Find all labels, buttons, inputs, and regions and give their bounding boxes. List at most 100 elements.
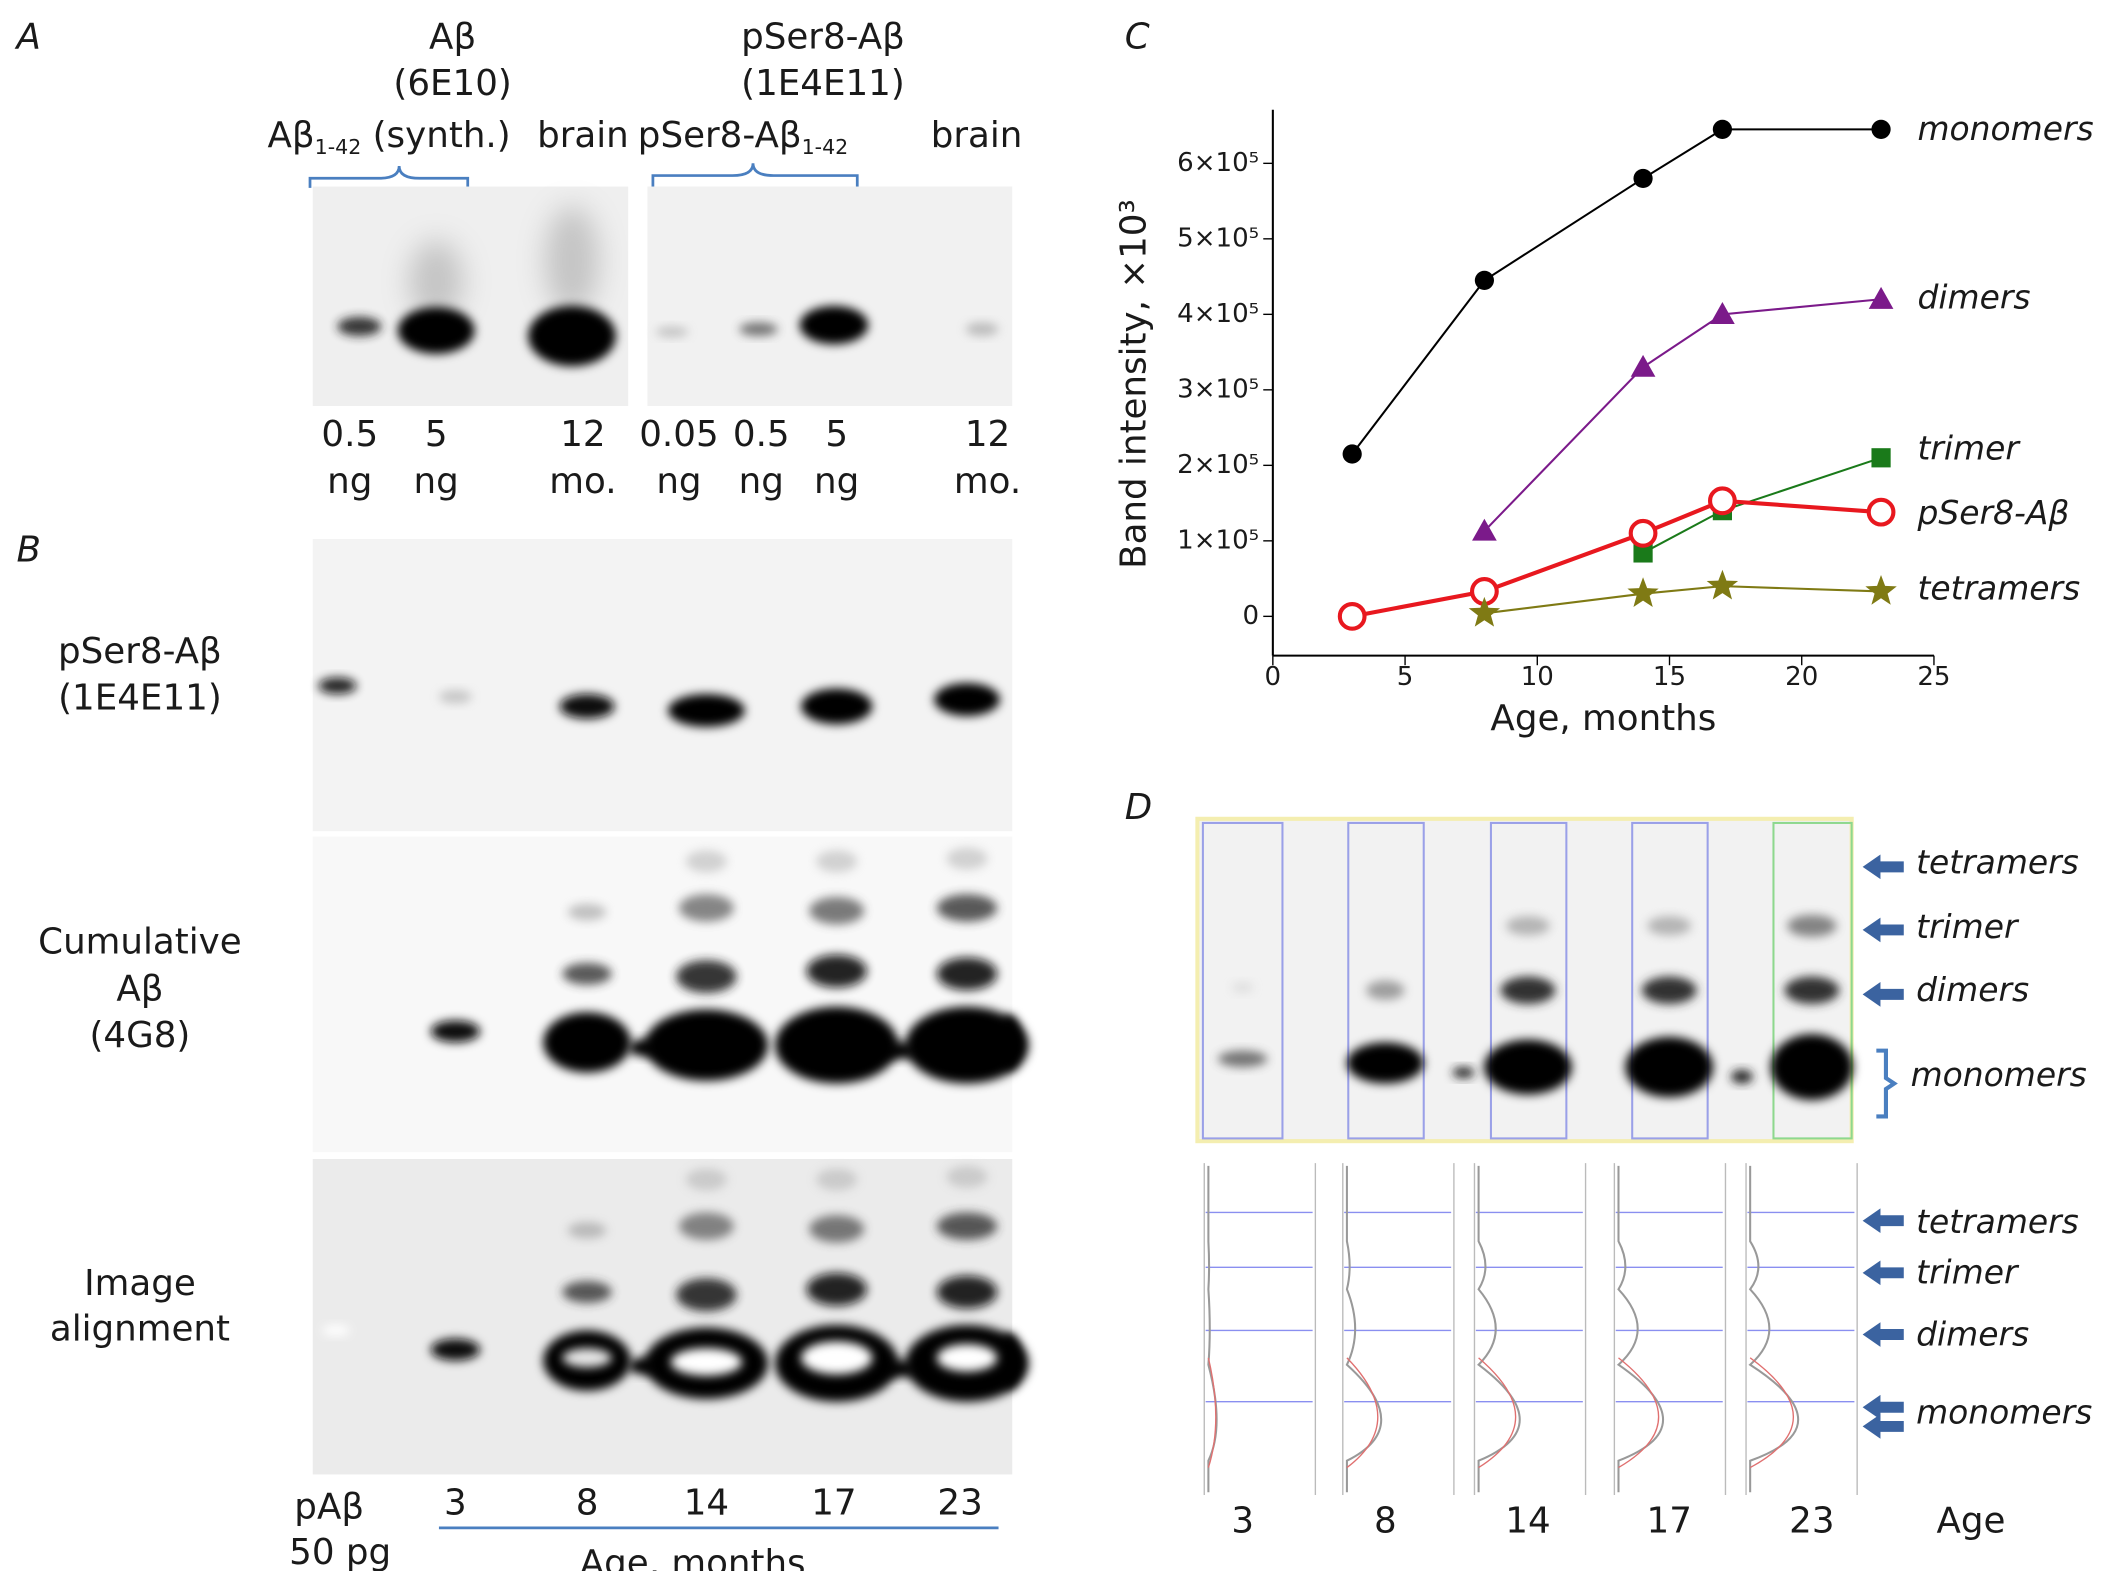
gel	[312, 1158, 1013, 1475]
gel-band	[1787, 914, 1837, 937]
gel-band	[1625, 1036, 1714, 1098]
arrow	[1862, 1394, 1904, 1420]
group-title: Aβ	[429, 16, 476, 57]
profile-curve	[1616, 1165, 1664, 1493]
group-title: pSer8-Aβ	[741, 16, 905, 57]
row-label: Aβ	[116, 968, 163, 1009]
gel-band	[1506, 916, 1550, 936]
row-label: (4G8)	[90, 1015, 191, 1056]
gel-band	[801, 1341, 873, 1375]
gel-band	[670, 1348, 743, 1376]
gel-band	[676, 1278, 737, 1312]
lane-amount: 0.05	[639, 414, 718, 455]
gel-band	[438, 689, 472, 704]
profile-fit	[1618, 1357, 1660, 1469]
panel-label: D	[1125, 787, 1152, 828]
gel-band	[408, 240, 464, 323]
lane-amount: 5	[825, 414, 848, 455]
x-tick-label: 10	[1521, 662, 1554, 692]
marker	[1871, 448, 1891, 468]
marker	[1468, 596, 1501, 627]
lane-label: 8	[1374, 1500, 1397, 1541]
gel-band	[337, 316, 382, 337]
legend-entry: trimer	[1917, 428, 2021, 467]
y-tick-label: 6×10⁵	[1177, 148, 1259, 178]
gel-band	[809, 1215, 865, 1243]
lane-amount: 12	[560, 414, 605, 455]
gel-band	[1217, 1050, 1268, 1068]
gel-band	[528, 305, 616, 367]
gel-band	[397, 307, 475, 354]
gel	[647, 186, 1013, 406]
series-line	[1483, 298, 1882, 532]
lane-box	[1631, 821, 1709, 1140]
gel-band	[809, 897, 865, 925]
gel-band	[1784, 976, 1840, 1004]
brace	[1876, 1048, 1898, 1119]
legend-entry: pSer8-Aβ	[1916, 493, 2069, 532]
gel-band	[936, 1344, 998, 1372]
gel-band	[936, 1212, 998, 1240]
lane-amount: 0.5	[321, 414, 378, 455]
gel-band	[998, 1333, 1021, 1389]
row-label: alignment	[50, 1308, 230, 1349]
gel-band	[936, 1275, 998, 1309]
legend-entry: monomers	[1917, 109, 2093, 148]
gel-band	[934, 683, 1000, 716]
marker	[1630, 354, 1656, 377]
profile-area	[1197, 1158, 1859, 1496]
gel-band	[430, 1338, 481, 1361]
subgroup-sub: 1-42	[802, 135, 849, 159]
gel-band	[965, 322, 999, 337]
x-tick-label: 20	[1785, 662, 1818, 692]
gel-band	[543, 1012, 631, 1073]
brace	[308, 165, 470, 188]
chart: 0 5 10 15 20 25 0 1×10⁵ 2×10⁵ 3×10⁵ 4×10⁵ 5×10⁵ 6×10…	[1114, 109, 2094, 739]
gel-band	[685, 1168, 727, 1191]
x-axis-label: Age, months	[1490, 698, 1716, 739]
row-label: Image	[84, 1263, 196, 1304]
axis-label: Age, months	[580, 1543, 806, 1571]
marker	[1628, 518, 1658, 548]
y-tick-label: 3×10⁵	[1177, 374, 1259, 404]
lane-label: 14	[1505, 1500, 1550, 1541]
marker	[1871, 119, 1891, 139]
lane-labels: 0.5 ng 5 ng 12 mo. 0.05 ng 0.5 ng 5 ng 12 mo.	[321, 414, 1021, 502]
brace	[651, 163, 859, 188]
lane-unit: ng	[814, 461, 859, 502]
gel-band	[806, 954, 867, 988]
lane-unit: ng	[656, 461, 701, 502]
gel-band	[799, 305, 869, 345]
group-antibody: (1E4E11)	[741, 63, 905, 104]
panel-d-parts: 3 8 14 17 23 tetramers trimer dimers monomers tet…	[1201, 821, 2092, 1541]
gel-band	[628, 1357, 662, 1375]
gel-band	[1641, 976, 1697, 1004]
marker	[1337, 601, 1367, 631]
profile-curve	[1748, 1165, 1800, 1493]
gel-band	[946, 1165, 988, 1188]
gel	[312, 539, 1013, 832]
gel-band	[1231, 982, 1254, 994]
lane-label: 17	[811, 1483, 856, 1524]
gel-band	[879, 1042, 918, 1059]
gel-band	[544, 205, 600, 316]
marker	[1472, 518, 1497, 541]
lane-unit: ng	[739, 461, 784, 502]
x-tick-label: 0	[1265, 662, 1282, 692]
gel-band	[676, 960, 737, 994]
gel-band	[655, 326, 689, 338]
marker	[1633, 168, 1653, 189]
gel-band	[562, 1348, 612, 1368]
series-line	[1484, 585, 1882, 615]
lane-label: 14	[684, 1483, 729, 1524]
marker	[1707, 486, 1737, 516]
subgroup: pSer8-Aβ1-42	[638, 115, 848, 159]
lane-label: 17	[1647, 1500, 1692, 1541]
gel-band	[685, 850, 727, 873]
series-line	[1351, 128, 1882, 455]
gel-band	[816, 1168, 858, 1191]
lane-box	[1772, 821, 1853, 1140]
row-label: (1E4E11)	[58, 678, 222, 719]
lane-unit: ng	[327, 461, 372, 502]
